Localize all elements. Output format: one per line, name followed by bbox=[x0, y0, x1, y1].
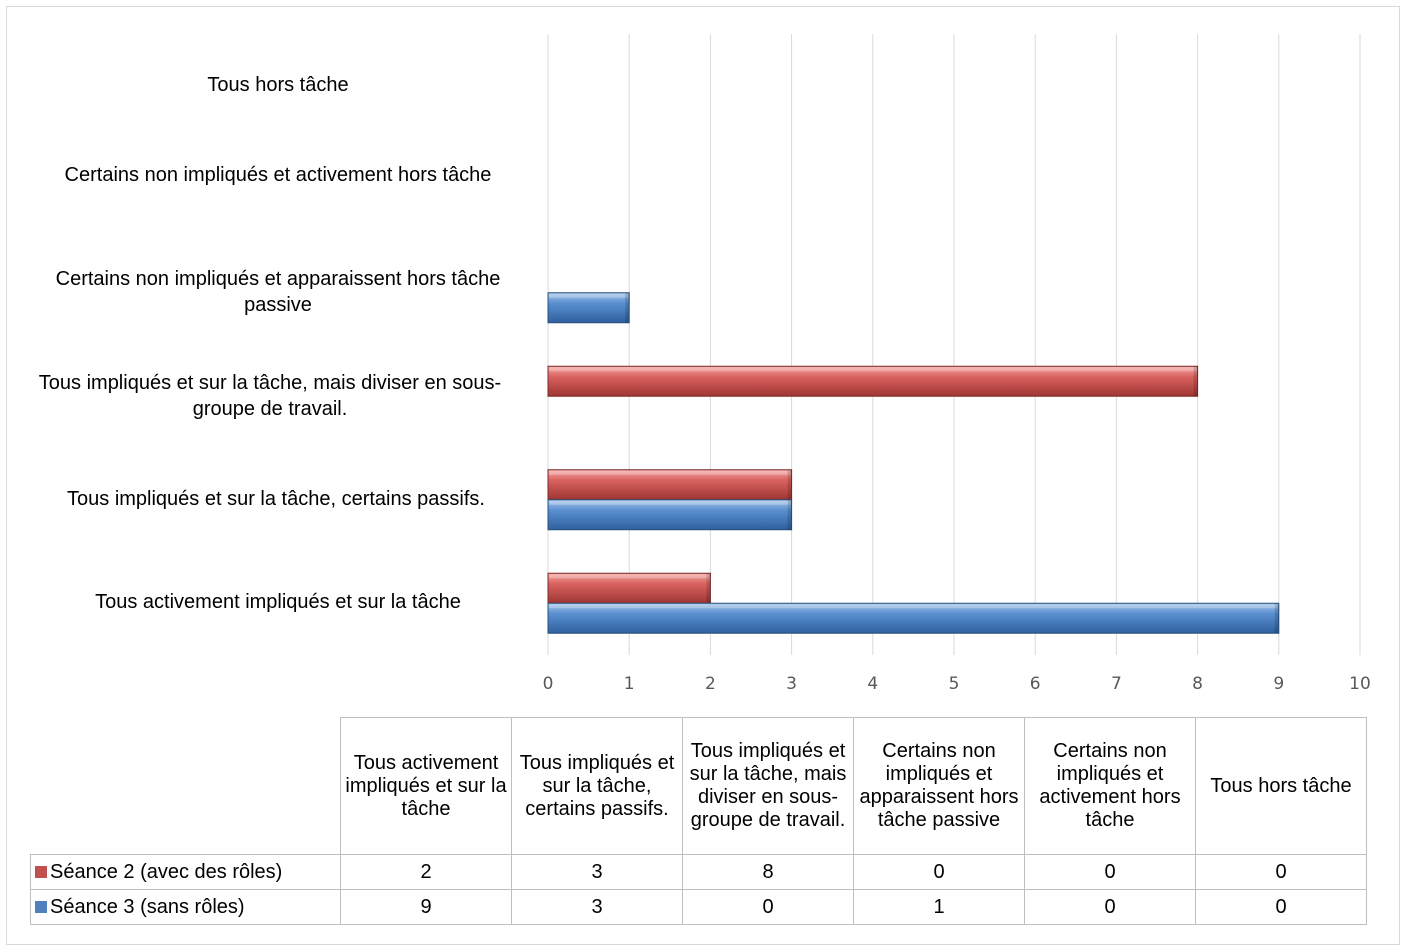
category-label: Certains non impliqués et activement hor… bbox=[64, 164, 492, 186]
table-row: Séance 3 (sans rôles) 9 3 0 1 0 0 bbox=[30, 889, 1367, 925]
category-label: Tous hors tâche bbox=[207, 74, 349, 96]
bar-highlight bbox=[549, 293, 629, 298]
x-tick-label: 4 bbox=[867, 674, 879, 694]
bar-end-cap bbox=[706, 573, 711, 604]
table-header-cell: Tous hors tâche bbox=[1195, 717, 1367, 855]
bar bbox=[547, 469, 793, 501]
bar-end-cap bbox=[1193, 366, 1198, 397]
table-cell: 2 bbox=[340, 854, 512, 890]
x-tick-label: 1 bbox=[623, 674, 635, 694]
bar-end-cap bbox=[787, 499, 792, 530]
bar-end-cap bbox=[625, 292, 630, 323]
bar-body bbox=[547, 499, 793, 531]
category-label: Certains non impliqués et apparaissent h… bbox=[55, 268, 501, 316]
table-header-cell: Tous activement impliqués et sur la tâch… bbox=[340, 717, 512, 855]
bar-highlight bbox=[549, 500, 791, 505]
table-cell: 3 bbox=[511, 854, 683, 890]
table-cell: 0 bbox=[1195, 854, 1367, 890]
bar-highlight bbox=[549, 604, 1278, 609]
table-cell: 8 bbox=[682, 854, 854, 890]
bar bbox=[547, 602, 1280, 634]
table-cell: 0 bbox=[1024, 854, 1196, 890]
bar bbox=[547, 292, 630, 324]
x-tick-label: 2 bbox=[704, 674, 716, 694]
table-cell: 0 bbox=[853, 854, 1025, 890]
bar-body bbox=[547, 365, 1199, 397]
table-cell: 1 bbox=[853, 889, 1025, 925]
x-tick-label: 6 bbox=[1029, 674, 1041, 694]
x-tick-label: 0 bbox=[542, 674, 554, 694]
data-table: Tous activement impliqués et sur la tâch… bbox=[30, 717, 1367, 925]
legend-label: Séance 2 (avec des rôles) bbox=[50, 860, 283, 883]
bar-body bbox=[547, 469, 793, 501]
table-header-cell: Certains non impliqués et activement hor… bbox=[1024, 717, 1196, 855]
bar bbox=[547, 365, 1199, 397]
table-header-cell: Tous impliqués et sur la tâche, certains… bbox=[511, 717, 683, 855]
x-tick-label: 5 bbox=[948, 674, 960, 694]
table-cell: 0 bbox=[682, 889, 854, 925]
table-cell: 3 bbox=[511, 889, 683, 925]
table-corner bbox=[30, 717, 341, 855]
bar-highlight bbox=[549, 367, 1197, 372]
bar-body bbox=[547, 572, 711, 604]
bar-end-cap bbox=[1274, 603, 1279, 634]
legend-entry: Séance 3 (sans rôles) bbox=[30, 889, 341, 925]
legend-entry: Séance 2 (avec des rôles) bbox=[30, 854, 341, 890]
table-header-cell: Certains non impliqués et apparaissent h… bbox=[853, 717, 1025, 855]
category-label: Tous activement impliqués et sur la tâch… bbox=[95, 591, 461, 613]
bar-highlight bbox=[549, 470, 791, 475]
legend-label: Séance 3 (sans rôles) bbox=[50, 895, 245, 918]
bar bbox=[547, 572, 711, 604]
bar-body bbox=[547, 602, 1280, 634]
table-row: Séance 2 (avec des rôles) 2 3 8 0 0 0 bbox=[30, 854, 1367, 890]
bar-end-cap bbox=[787, 469, 792, 500]
x-tick-label: 7 bbox=[1110, 674, 1122, 694]
x-tick-label: 10 bbox=[1349, 674, 1371, 694]
table-cell: 0 bbox=[1195, 889, 1367, 925]
bar bbox=[547, 499, 793, 531]
legend-key-blue bbox=[35, 900, 47, 913]
category-label: Tous impliqués et sur la tâche, certains… bbox=[67, 488, 485, 510]
category-label: Tous impliqués et sur la tâche, mais div… bbox=[38, 372, 502, 420]
legend-key-red bbox=[35, 865, 47, 878]
bar-body bbox=[547, 292, 630, 324]
table-header-row: Tous activement impliqués et sur la tâch… bbox=[30, 717, 1367, 855]
table-cell: 9 bbox=[340, 889, 512, 925]
bar-highlight bbox=[549, 574, 710, 579]
table-header-cell: Tous impliqués et sur la tâche, mais div… bbox=[682, 717, 854, 855]
x-tick-label: 8 bbox=[1192, 674, 1203, 694]
table-cell: 0 bbox=[1024, 889, 1196, 925]
x-tick-label: 9 bbox=[1273, 674, 1285, 694]
x-tick-label: 3 bbox=[786, 674, 797, 694]
